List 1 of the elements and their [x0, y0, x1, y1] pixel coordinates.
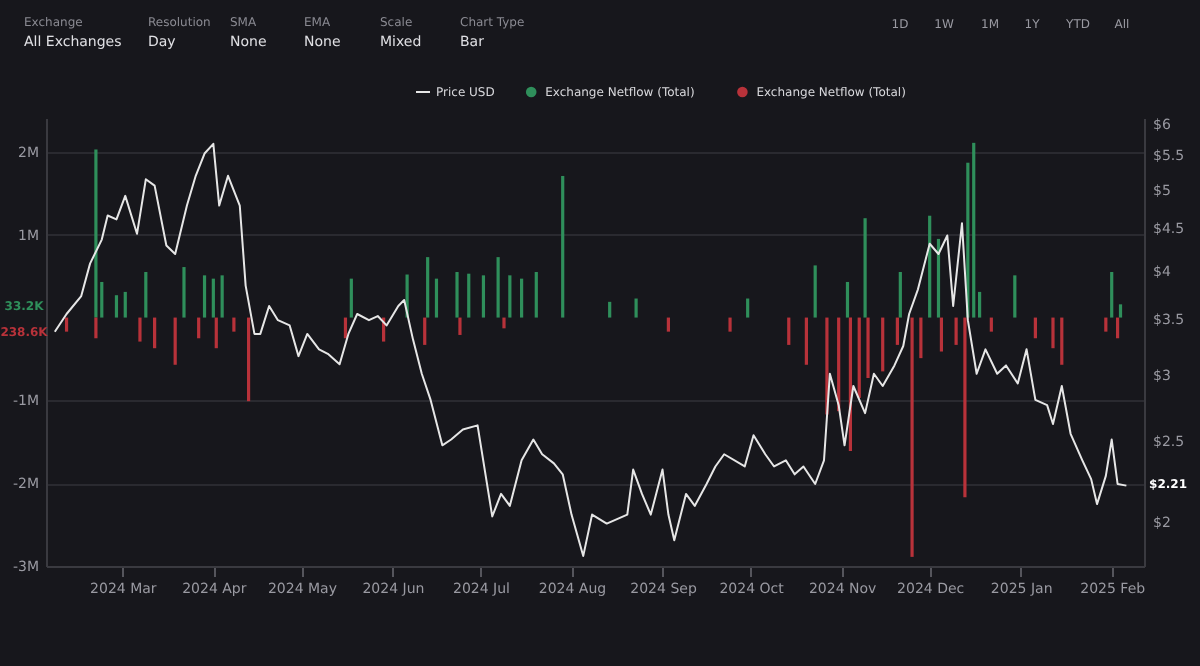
- line-series: [53, 142, 1128, 557]
